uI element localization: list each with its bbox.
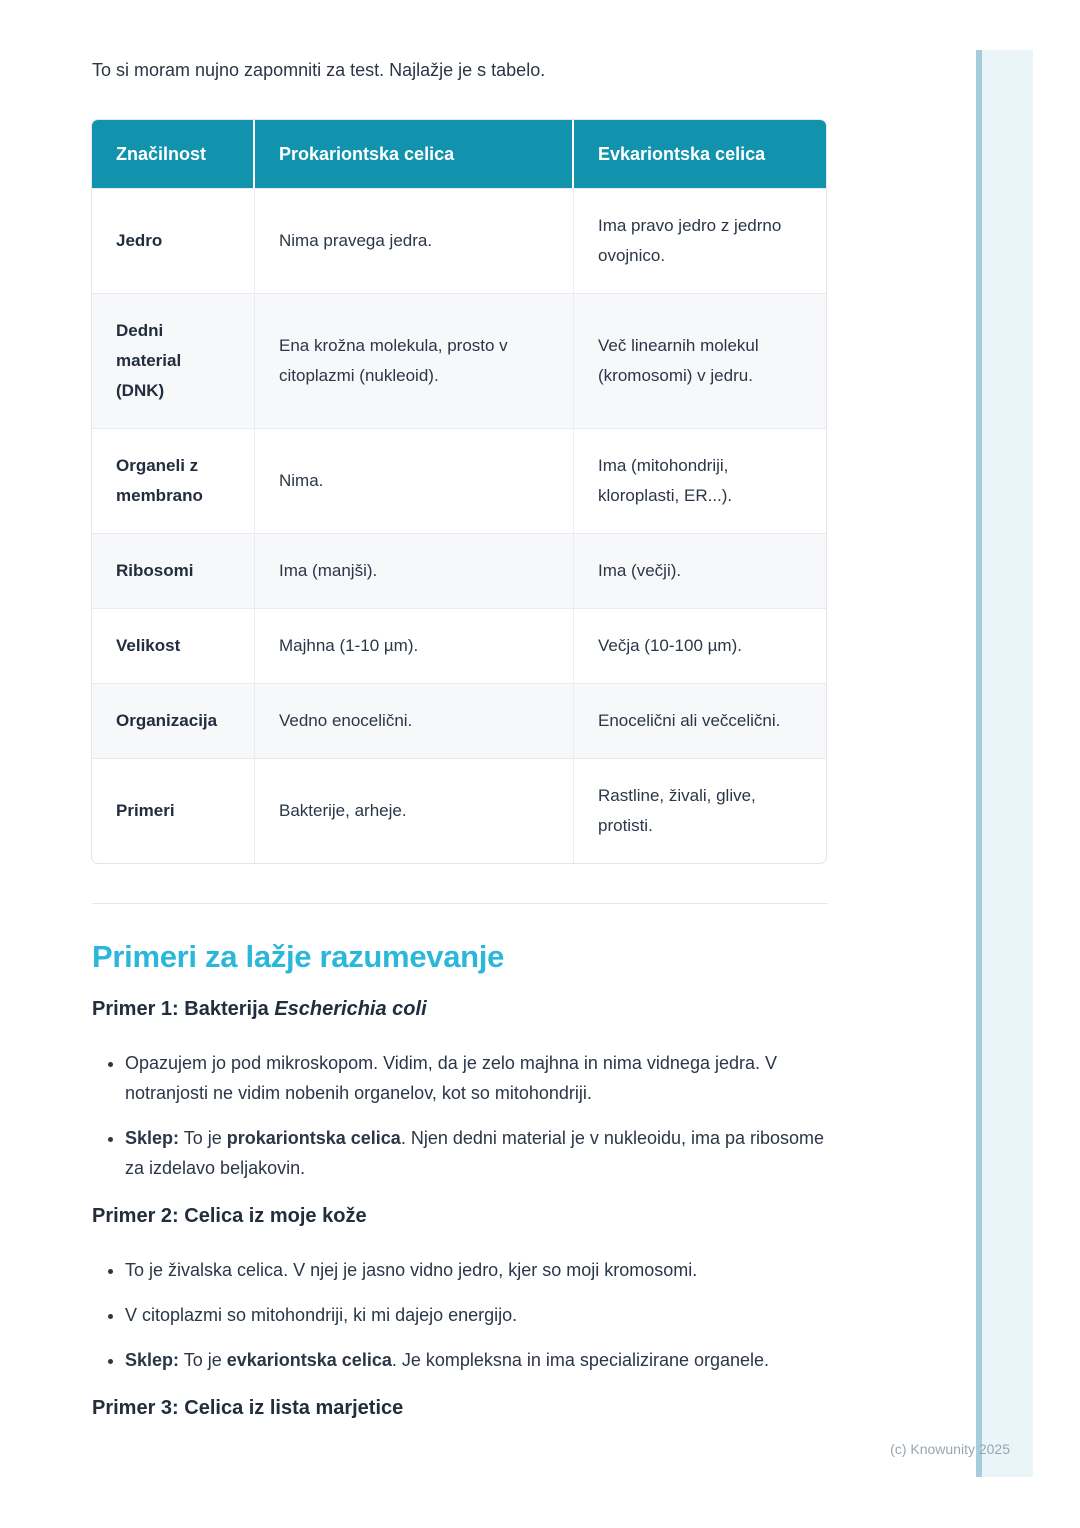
example-heading: Primer 2: Celica iz moje kože	[92, 1203, 828, 1229]
table-row: Velikost Majhna (1-10 µm). Večja (10-100 µ…	[92, 608, 826, 683]
comparison-table-body: Jedro Nima pravega jedra. Ima pravo jedro …	[92, 188, 826, 863]
document-content: To si moram nujno zapomniti za test. Naj…	[92, 58, 828, 1421]
text-segment: . Njen dedni material je v nukleoidu, im…	[125, 1128, 825, 1178]
example-list: To je živalska celica. V njej je jasno v…	[92, 1255, 828, 1375]
example-heading: Primer 1: Bakterija Escherichia coli	[92, 996, 828, 1022]
table-cell-label: Velikost	[92, 608, 255, 683]
table-cell-prokaryote: Vedno enocelični.	[255, 683, 574, 758]
list-item: Sklep: To je prokariontska celica. Njen …	[125, 1123, 828, 1183]
table-cell-label: Ribosomi	[92, 533, 255, 608]
table-header-cell: Značilnost	[92, 120, 255, 188]
table-cell-prokaryote: Ima (manjši).	[255, 533, 574, 608]
text-segment: Primer 3: Celica iz lista marjetice	[92, 1397, 404, 1419]
text-segment: Primer 2: Celica iz moje kože	[92, 1205, 367, 1227]
table-cell-prokaryote: Nima.	[255, 428, 574, 533]
text-segment: Opazujem jo pod mikroskopom. Vidim, da j…	[125, 1053, 777, 1103]
table-row: Dedni material (DNK) Ena krožna molekula,…	[92, 293, 826, 428]
table-header-cell: Evkariontska celica	[574, 120, 826, 188]
example-list: Opazujem jo pod mikroskopom. Vidim, da j…	[92, 1048, 828, 1183]
table-cell-label: Dedni material (DNK)	[92, 293, 255, 428]
table-cell-eukaryote: Več linearnih molekul (kromosomi) v jedr…	[574, 293, 826, 428]
text-segment: . Je kompleksna in ima specializirane or…	[391, 1350, 770, 1370]
text-segment: prokariontska celica	[226, 1128, 401, 1148]
list-item: V citoplazmi so mitohondriji, ki mi daje…	[125, 1300, 828, 1330]
table-cell-eukaryote: Rastline, živali, glive, protisti.	[574, 758, 826, 863]
text-segment: To je živalska celica. V njej je jasno v…	[125, 1260, 698, 1280]
intro-text: To si moram nujno zapomniti za test. Naj…	[92, 60, 546, 80]
table-row: Organizacija Vedno enocelični. Enocelični …	[92, 683, 826, 758]
table-cell-eukaryote: Enocelični ali večcelični.	[574, 683, 826, 758]
text-segment: Primer 1: Bakterija	[92, 998, 275, 1020]
watermark: (c) Knowunity 2025	[890, 1441, 1010, 1457]
table-cell-label: Organeli z membrano	[92, 428, 255, 533]
table-row: Primeri Bakterije, arheje. Rastline, žival…	[92, 758, 826, 863]
section-divider	[92, 903, 828, 904]
table-cell-prokaryote: Ena krožna molekula, prosto v citoplazmi…	[255, 293, 574, 428]
example-heading: Primer 3: Celica iz lista marjetice	[92, 1395, 828, 1421]
comparison-table: Značilnost Prokariontska celica Evkarionts…	[92, 120, 826, 863]
table-cell-prokaryote: Bakterije, arheje.	[255, 758, 574, 863]
text-segment: Sklep:	[125, 1128, 180, 1148]
table-row: Organeli z membrano Nima. Ima (mitohondrij…	[92, 428, 826, 533]
table-header-cell: Prokariontska celica	[255, 120, 574, 188]
table-cell-prokaryote: Nima pravega jedra.	[255, 188, 574, 293]
list-item: Opazujem jo pod mikroskopom. Vidim, da j…	[125, 1048, 828, 1108]
text-segment: evkariontska celica	[226, 1350, 392, 1370]
comparison-table-header: Značilnost Prokariontska celica Evkarionts…	[92, 120, 826, 188]
text-segment: Escherichia coli	[274, 998, 427, 1020]
table-header-row: Značilnost Prokariontska celica Evkarionts…	[92, 120, 826, 188]
table-cell-label: Primeri	[92, 758, 255, 863]
text-segment: To je	[179, 1350, 227, 1370]
table-cell-label: Organizacija	[92, 683, 255, 758]
table-cell-label: Jedro	[92, 188, 255, 293]
table-cell-prokaryote: Majhna (1-10 µm).	[255, 608, 574, 683]
page-edge-band	[976, 50, 1033, 1477]
list-item: Sklep: To je evkariontska celica. Je kom…	[125, 1345, 828, 1375]
list-item: To je živalska celica. V njej je jasno v…	[125, 1255, 828, 1285]
section-title: Primeri za lažje razumevanje	[92, 939, 505, 974]
table-cell-eukaryote: Ima (mitohondriji, kloroplasti, ER...).	[574, 428, 826, 533]
table-cell-eukaryote: Večja (10-100 µm).	[574, 608, 826, 683]
text-segment: V citoplazmi so mitohondriji, ki mi daje…	[125, 1305, 518, 1325]
examples-section: Primer 1: Bakterija Escherichia coli Opaz…	[92, 996, 828, 1421]
table-cell-eukaryote: Ima (večji).	[574, 533, 826, 608]
text-segment: To je	[179, 1128, 227, 1148]
table-cell-eukaryote: Ima pravo jedro z jedrno ovojnico.	[574, 188, 826, 293]
text-segment: Sklep:	[125, 1350, 180, 1370]
table-row: Ribosomi Ima (manjši). Ima (večji).	[92, 533, 826, 608]
table-row: Jedro Nima pravega jedra. Ima pravo jedro …	[92, 188, 826, 293]
